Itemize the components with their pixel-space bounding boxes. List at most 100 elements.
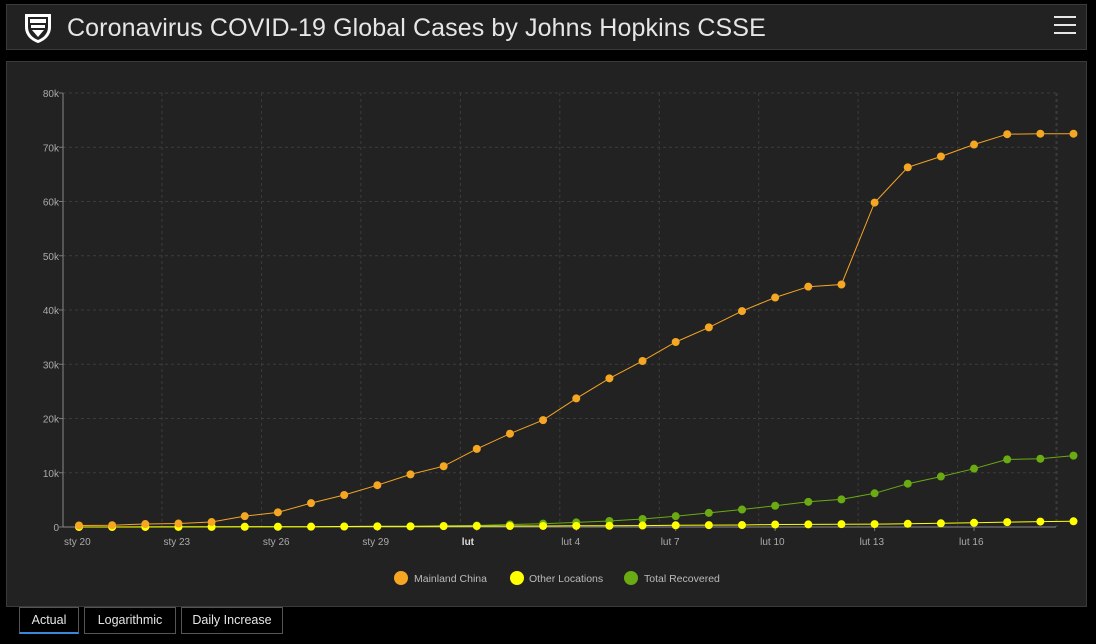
- app-header: Coronavirus COVID-19 Global Cases by Joh…: [6, 4, 1087, 50]
- tab-logarithmic[interactable]: Logarithmic: [84, 607, 176, 634]
- y-tick-label: 70k: [43, 143, 60, 154]
- data-point: [141, 520, 150, 529]
- data-point: [439, 462, 448, 471]
- data-point: [704, 323, 713, 332]
- x-tick-label: lut: [462, 537, 475, 548]
- data-point: [804, 497, 813, 506]
- data-point: [638, 356, 647, 365]
- data-point: [970, 140, 979, 149]
- hamburger-menu-icon[interactable]: [1054, 16, 1076, 38]
- data-point: [671, 521, 680, 530]
- y-tick-label: 60k: [43, 198, 60, 209]
- data-point: [472, 522, 481, 531]
- data-point: [970, 518, 979, 527]
- data-point: [307, 522, 316, 531]
- x-tick-label: lut 16: [959, 537, 984, 548]
- data-point: [1069, 451, 1078, 460]
- legend-label: Mainland China: [414, 573, 487, 585]
- data-point: [406, 522, 415, 531]
- data-point: [1069, 129, 1078, 138]
- y-tick-label: 30k: [43, 360, 60, 371]
- data-point: [936, 152, 945, 161]
- data-point: [572, 521, 581, 530]
- data-point: [837, 495, 846, 504]
- data-point: [771, 520, 780, 529]
- data-point: [1036, 454, 1045, 463]
- data-point: [240, 512, 249, 521]
- data-point: [870, 520, 879, 529]
- data-point: [373, 522, 382, 531]
- data-point: [240, 522, 249, 531]
- data-point: [340, 522, 349, 531]
- data-point: [771, 501, 780, 510]
- data-point: [671, 512, 680, 521]
- data-point: [671, 338, 680, 347]
- data-point: [870, 489, 879, 498]
- data-point: [340, 490, 349, 499]
- data-point: [870, 198, 879, 207]
- data-point: [605, 521, 614, 530]
- data-point: [903, 479, 912, 488]
- y-tick-label: 50k: [43, 252, 60, 263]
- x-tick-label: lut 10: [760, 537, 785, 548]
- data-point: [638, 514, 647, 523]
- data-point: [903, 163, 912, 172]
- data-point: [1069, 517, 1078, 526]
- data-point: [75, 521, 83, 530]
- data-point: [804, 520, 813, 529]
- data-point: [1036, 517, 1045, 526]
- data-point: [439, 522, 448, 531]
- data-point: [307, 499, 316, 508]
- data-point: [903, 519, 912, 528]
- data-point: [505, 522, 514, 531]
- data-point: [738, 521, 746, 530]
- data-point: [771, 293, 780, 302]
- data-point: [505, 429, 514, 438]
- x-tick-label: sty 29: [362, 537, 389, 548]
- data-point: [406, 470, 415, 479]
- series-line-mainland-china: [78, 133, 1074, 526]
- data-point: [804, 282, 813, 291]
- tab-daily-increase[interactable]: Daily Increase: [181, 607, 283, 634]
- legend-marker: [510, 571, 524, 585]
- x-tick-label: lut 4: [561, 537, 580, 548]
- y-tick-label: 10k: [43, 469, 60, 480]
- data-point: [936, 519, 945, 528]
- y-tick-label: 80k: [43, 89, 60, 100]
- chart-panel: 0 10k 20k 30k 40k 50k 60k 70k 80k sty 20 sty 23 sty…: [6, 61, 1087, 607]
- data-point: [1036, 129, 1045, 138]
- line-chart: 0 10k 20k 30k 40k 50k 60k 70k 80k sty 20 sty 23 sty…: [43, 89, 1078, 585]
- data-point: [572, 394, 581, 403]
- data-point: [704, 521, 713, 530]
- legend-label: Total Recovered: [644, 573, 720, 585]
- jhu-shield-logo-icon: [25, 14, 51, 43]
- data-point: [936, 472, 945, 481]
- tab-actual[interactable]: Actual: [19, 607, 79, 634]
- x-tick-label: sty 20: [64, 537, 91, 548]
- data-point: [837, 520, 846, 529]
- data-point: [1003, 518, 1012, 527]
- data-point: [273, 508, 282, 517]
- data-point: [1003, 455, 1012, 464]
- legend-marker: [394, 571, 408, 585]
- data-point: [373, 481, 382, 490]
- data-point: [837, 280, 846, 289]
- data-point: [605, 374, 614, 383]
- data-point: [1003, 130, 1012, 139]
- data-point: [207, 518, 216, 527]
- x-tick-label: sty 23: [163, 537, 190, 548]
- data-point: [704, 508, 713, 517]
- y-tick-label: 40k: [43, 306, 60, 317]
- data-point: [539, 521, 548, 530]
- data-point: [108, 521, 117, 530]
- data-point: [539, 416, 548, 425]
- data-point: [273, 522, 282, 531]
- y-tick-label: 0: [53, 523, 59, 534]
- data-point: [970, 464, 979, 473]
- legend-marker: [624, 571, 638, 585]
- data-point: [472, 444, 481, 453]
- data-point: [738, 505, 746, 514]
- x-tick-label: lut 7: [661, 537, 680, 548]
- data-point: [174, 519, 183, 528]
- data-point: [738, 307, 746, 316]
